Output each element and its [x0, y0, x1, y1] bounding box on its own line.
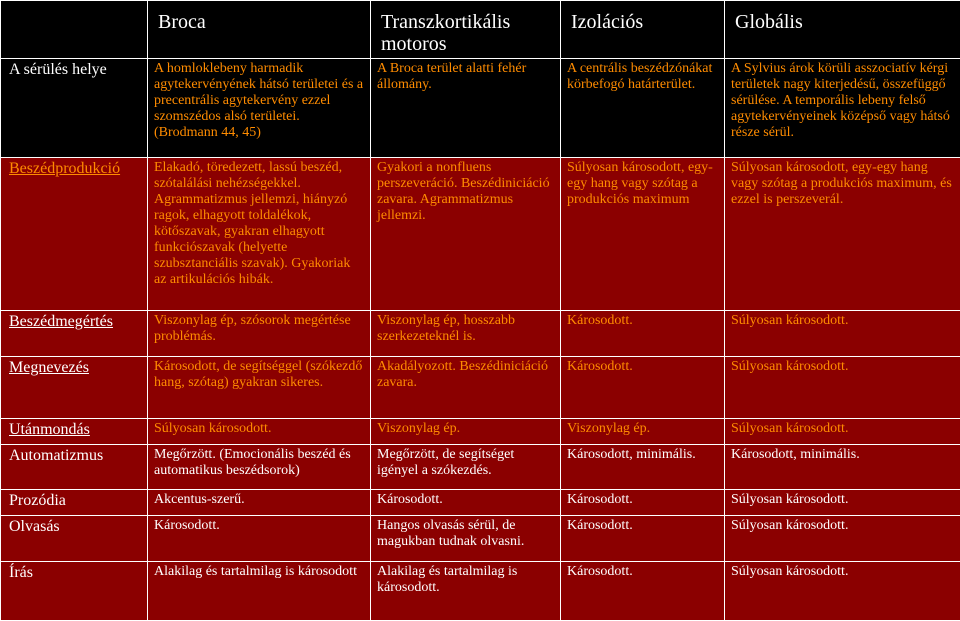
- table-cell: Alakilag és tartalmilag is károsodott: [147, 561, 371, 621]
- header-global: Globális: [724, 0, 960, 59]
- table-row: Írás Alakilag és tartalmilag is károsodo…: [0, 561, 960, 621]
- table-cell: Károsodott.: [560, 310, 725, 357]
- table-cell: A Broca terület alatti fehér állomány.: [370, 58, 561, 158]
- table-row: Utánmondás Súlyosan károsodott. Viszonyl…: [0, 418, 960, 445]
- table-cell: Súlyosan károsodott.: [724, 489, 960, 516]
- header-isolation: Izolációs: [560, 0, 725, 59]
- table-cell: Megőrzött. (Emocionális beszéd és automa…: [147, 444, 371, 490]
- table-cell: Viszonylag ép.: [560, 418, 725, 445]
- table-cell: Akadályozott. Beszédiniciáció zavara.: [370, 356, 561, 419]
- table-cell: Károsodott.: [560, 515, 725, 562]
- table-cell: Károsodott, minimális.: [560, 444, 725, 490]
- table-cell: Megőrzött, de segítséget igényel a szóke…: [370, 444, 561, 490]
- table-cell: Súlyosan károsodott.: [147, 418, 371, 445]
- table-cell: Viszonylag ép, hosszabb szerkezeteknél i…: [370, 310, 561, 357]
- table-row: Beszédmegértés Viszonylag ép, szósorok m…: [0, 310, 960, 357]
- table-row: Megnevezés Károsodott, de segítséggel (s…: [0, 356, 960, 419]
- header-corner: [0, 0, 148, 59]
- row-label: Automatizmus: [0, 444, 148, 490]
- table-cell: Károsodott.: [560, 356, 725, 419]
- table-row: A sérülés helye A homloklebeny harmadik …: [0, 58, 960, 158]
- table-cell: Alakilag és tartalmilag is károsodott.: [370, 561, 561, 621]
- row-label: Olvasás: [0, 515, 148, 562]
- table-cell: Károsodott.: [147, 515, 371, 562]
- table-cell: Súlyosan károsodott.: [724, 310, 960, 357]
- row-label: Megnevezés: [0, 356, 148, 419]
- table-cell: Akcentus-szerű.: [147, 489, 371, 516]
- row-label: Beszédprodukció: [0, 157, 148, 311]
- table-cell: Hangos olvasás sérül, de magukban tudnak…: [370, 515, 561, 562]
- header-row: Broca Transzkortikális motoros Izolációs…: [0, 0, 960, 59]
- table-cell: A centrális beszédzónákat körbefogó hatá…: [560, 58, 725, 158]
- table-cell: Károsodott, de segítséggel (szókezdő han…: [147, 356, 371, 419]
- table-cell: A Sylvius árok körüli asszociatív kérgi …: [724, 58, 960, 158]
- header-transcortical-motor: Transzkortikális motoros: [370, 0, 561, 59]
- row-label: Prozódia: [0, 489, 148, 516]
- table-cell: Súlyosan károsodott.: [724, 356, 960, 419]
- header-broca: Broca: [147, 0, 371, 59]
- table-row: Beszédprodukció Elakadó, töredezett, las…: [0, 157, 960, 311]
- table-cell: Súlyosan károsodott.: [724, 418, 960, 445]
- row-label: Írás: [0, 561, 148, 621]
- table-cell: Károsodott.: [560, 561, 725, 621]
- table-cell: Károsodott, minimális.: [724, 444, 960, 490]
- row-label: Utánmondás: [0, 418, 148, 445]
- table-cell: Gyakori a nonfluens perszeveráció. Beszé…: [370, 157, 561, 311]
- table-cell: Súlyosan károsodott, egy-egy hang vagy s…: [724, 157, 960, 311]
- table-cell: Károsodott.: [370, 489, 561, 516]
- table-cell: A homloklebeny harmadik agytekervényének…: [147, 58, 371, 158]
- table-cell: Viszonylag ép, szósorok megértése problé…: [147, 310, 371, 357]
- table-cell: Súlyosan károsodott.: [724, 561, 960, 621]
- row-label: Beszédmegértés: [0, 310, 148, 357]
- table-cell: Súlyosan károsodott, egy-egy hang vagy s…: [560, 157, 725, 311]
- table-row: Automatizmus Megőrzött. (Emocionális bes…: [0, 444, 960, 490]
- table-row: Prozódia Akcentus-szerű. Károsodott. Kár…: [0, 489, 960, 516]
- table-row: Olvasás Károsodott. Hangos olvasás sérül…: [0, 515, 960, 562]
- row-label: A sérülés helye: [0, 58, 148, 158]
- table-cell: Súlyosan károsodott.: [724, 515, 960, 562]
- table-cell: Elakadó, töredezett, lassú beszéd, szóta…: [147, 157, 371, 311]
- table-cell: Károsodott.: [560, 489, 725, 516]
- table-cell: Viszonylag ép.: [370, 418, 561, 445]
